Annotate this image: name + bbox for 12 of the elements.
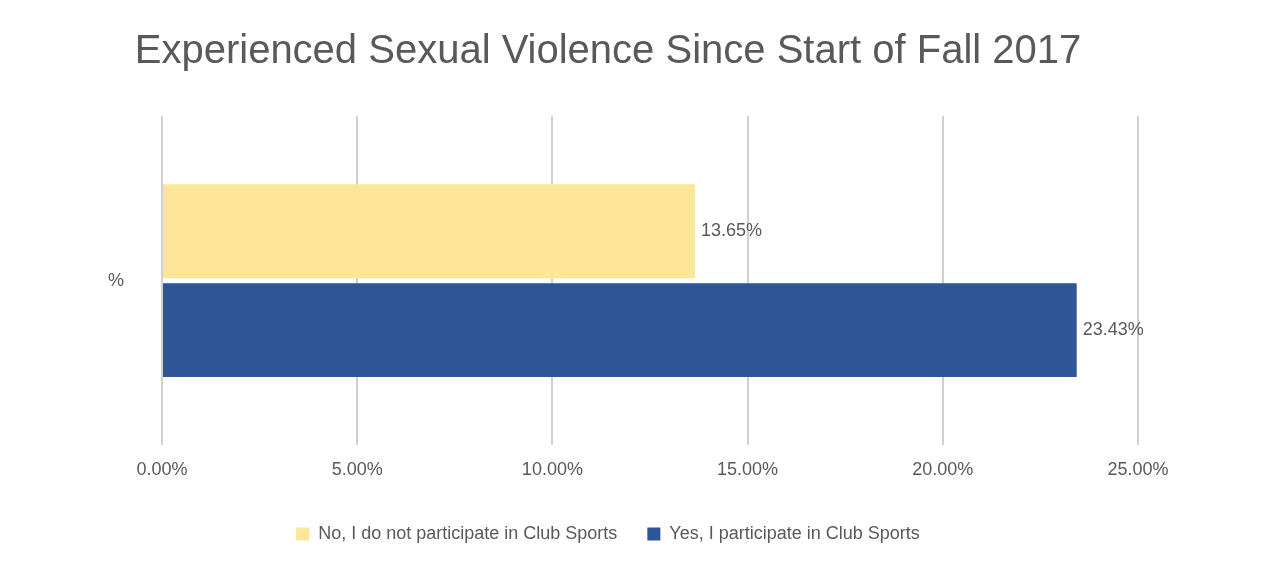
data-label: 13.65% xyxy=(700,220,762,241)
x-tick-label: 20.00% xyxy=(912,459,974,480)
chart-title: Experienced Sexual Violence Since Start of Fall 2017 xyxy=(134,27,1082,72)
x-tick-label: 25.00% xyxy=(1107,459,1169,480)
x-tick-label: 5.00% xyxy=(331,459,383,480)
data-label: 23.43% xyxy=(1082,319,1144,340)
legend-label: No, I do not participate in Club Sports xyxy=(318,522,618,543)
x-tick-label: 10.00% xyxy=(521,459,583,480)
legend-label: Yes, I participate in Club Sports xyxy=(669,522,920,543)
y-tick-label: % xyxy=(107,269,124,290)
x-tick-label: 15.00% xyxy=(717,459,779,480)
x-tick-label: 0.00% xyxy=(136,459,188,480)
